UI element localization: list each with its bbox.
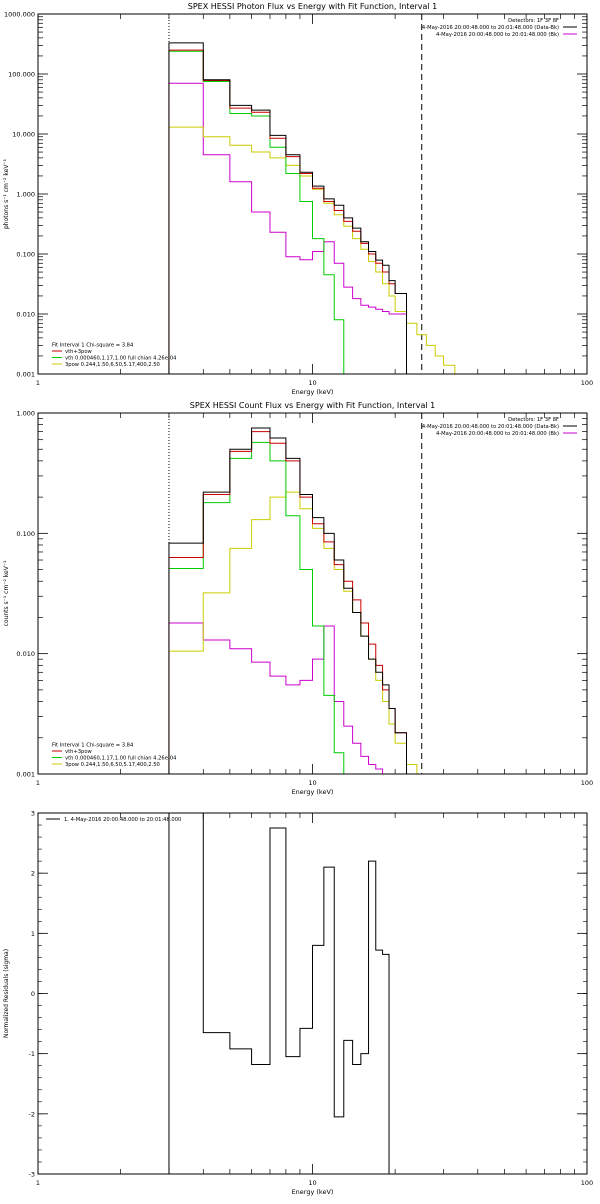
legend-entry: Detectors: 1F 3F 8F bbox=[508, 417, 559, 423]
y-tick-label: -2 bbox=[29, 1110, 35, 1118]
fit-legend-entry: vth 0.000460,1.17,1.00 full chian 4.26e-… bbox=[65, 356, 177, 362]
chart-panel-2: SPEX HESSI Count Flux vs Energy with Fit… bbox=[3, 401, 593, 796]
y-tick-label: 2 bbox=[31, 870, 35, 878]
legend-entry: 4-May-2016 20:00:48.000 to 20:01:48.000 … bbox=[422, 424, 559, 430]
y-tick-label: 3 bbox=[31, 810, 35, 818]
fit-legend-entry: Fit Interval 1 Chi-square = 3.84 bbox=[52, 343, 134, 349]
fit-legend-entry: vth+3pow bbox=[65, 349, 93, 355]
y-tick-label: 0.100 bbox=[16, 251, 35, 259]
y-tick-label: 0.001 bbox=[16, 371, 35, 379]
fit-legend-entry: 3pow 0.244,1.50,6.50,5.17,400,2.50 bbox=[65, 762, 160, 768]
x-tick-label: 100 bbox=[581, 779, 593, 787]
y-axis-label: photons s⁻¹ cm⁻² keV⁻¹ bbox=[3, 158, 10, 229]
plot-frame bbox=[37, 412, 588, 775]
y-tick-label: 100.000 bbox=[8, 71, 35, 79]
legend-entry: Detectors: 1F 3F 8F bbox=[508, 18, 559, 24]
series-line-4 bbox=[168, 126, 478, 375]
x-tick-label: 1 bbox=[36, 779, 40, 787]
series-line-1 bbox=[168, 42, 407, 374]
plot-frame bbox=[37, 13, 588, 375]
y-tick-label: 0.100 bbox=[16, 530, 35, 538]
series-line-2 bbox=[168, 431, 407, 774]
series-line-5 bbox=[168, 82, 407, 374]
y-tick-label: 1.000 bbox=[16, 410, 35, 418]
chart-title: SPEX HESSI Count Flux vs Energy with Fit… bbox=[190, 401, 435, 410]
series-line-4 bbox=[168, 491, 427, 775]
fit-legend-entry: Fit Interval 1 Chi-square = 3.84 bbox=[52, 743, 134, 749]
series-line-3 bbox=[168, 441, 345, 774]
plot-frame bbox=[37, 812, 588, 1175]
x-tick-label: 10 bbox=[308, 379, 316, 387]
series-line-1 bbox=[168, 427, 407, 774]
x-axis-label: Energy (keV) bbox=[292, 788, 334, 796]
chart-title: SPEX HESSI Photon Flux vs Energy with Fi… bbox=[188, 2, 438, 11]
fit-legend-entry: vth+3pow bbox=[65, 749, 93, 755]
legend-entry: 4-May-2016 20:00:48.000 to 20:01:48.000 … bbox=[422, 25, 559, 31]
x-axis-label: Energy (keV) bbox=[292, 1188, 334, 1196]
y-axis-label: counts s⁻¹ cm⁻² keV⁻¹ bbox=[3, 560, 10, 626]
y-tick-label: 10.000 bbox=[12, 131, 35, 139]
series-line-1 bbox=[168, 812, 390, 1174]
chart-panel-1: SPEX HESSI Photon Flux vs Energy with Fi… bbox=[3, 2, 593, 396]
y-tick-label: 1 bbox=[31, 930, 35, 938]
chart-panel-3: Energy (keV) Normalized Residuals (sigma)… bbox=[3, 810, 593, 1197]
series-line-5 bbox=[168, 622, 407, 775]
fit-legend-entry: 3pow 0.244,1.50,6.50,5.17,400,2.50 bbox=[65, 362, 160, 368]
x-axis-label: Energy (keV) bbox=[292, 388, 334, 396]
legend-entry: 4-May-2016 20:00:48.000 to 20:01:48.000 … bbox=[436, 32, 559, 38]
series-line-2 bbox=[168, 49, 407, 374]
x-tick-label: 100 bbox=[581, 1179, 593, 1187]
y-tick-label: 1000.000 bbox=[4, 11, 35, 19]
legend-entry: 1. 4-May-2016 20:00:48.000 to 20:01:48.0… bbox=[64, 817, 181, 823]
fit-legend-entry: vth 0.000460,1.17,1.00 full chian 4.26e-… bbox=[65, 756, 177, 762]
x-tick-label: 10 bbox=[308, 779, 316, 787]
legend-entry: 4-May-2016 20:00:48.000 to 20:01:48.000 … bbox=[436, 431, 559, 437]
y-tick-label: 0 bbox=[31, 990, 35, 998]
y-tick-label: 0.001 bbox=[16, 771, 35, 779]
x-tick-label: 100 bbox=[581, 379, 593, 387]
series-line-3 bbox=[168, 50, 345, 374]
y-axis-label: Normalized Residuals (sigma) bbox=[3, 949, 10, 1038]
y-tick-label: -1 bbox=[29, 1050, 35, 1058]
x-tick-label: 1 bbox=[36, 379, 40, 387]
x-tick-label: 1 bbox=[36, 1179, 40, 1187]
y-tick-label: 0.010 bbox=[16, 311, 35, 319]
x-tick-label: 10 bbox=[308, 1179, 316, 1187]
y-tick-label: 1.000 bbox=[16, 191, 35, 199]
y-tick-label: 0.010 bbox=[16, 650, 35, 658]
y-tick-label: -3 bbox=[29, 1171, 35, 1179]
